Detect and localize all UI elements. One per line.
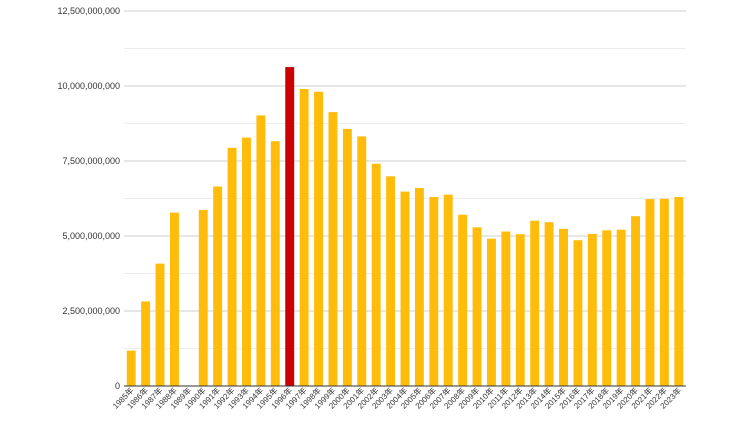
bar-2002年	[371, 163, 381, 386]
bar-2014年	[544, 222, 554, 386]
bar-2023年	[674, 197, 684, 386]
bar-2018年	[602, 230, 612, 386]
bar-2009年	[472, 227, 482, 386]
y-tick-label: 2,500,000,000	[62, 306, 120, 316]
bar-1986年	[141, 301, 151, 386]
bar-1999年	[328, 112, 338, 386]
bar-2013年	[530, 220, 540, 386]
bar-2003年	[386, 176, 396, 386]
bar-2015年	[559, 228, 568, 386]
bar-2016年	[573, 240, 583, 386]
x-axis-tick-labels: 1985年1986年1987年1988年1989年1990年1991年1992年…	[110, 385, 683, 410]
bar-1997年	[299, 89, 309, 386]
y-tick-label: 0	[115, 381, 120, 391]
bar-1985年	[126, 350, 136, 386]
bar-1994年	[256, 115, 266, 387]
y-tick-label: 10,000,000,000	[57, 81, 120, 91]
y-tick-label: 12,500,000,000	[57, 6, 120, 16]
bar-2010年	[486, 238, 496, 386]
bar-2001年	[357, 136, 367, 386]
bar-2017年	[587, 233, 597, 386]
y-tick-label: 5,000,000,000	[62, 231, 120, 241]
bar-2022年	[659, 198, 669, 386]
y-tick-label: 7,500,000,000	[62, 156, 120, 166]
bar-2012年	[515, 234, 525, 386]
bar-1990年	[198, 209, 208, 386]
bar-2019年	[616, 229, 626, 386]
bar-1988年	[169, 212, 179, 386]
bar-2007年	[443, 194, 453, 386]
bar-1993年	[242, 137, 251, 386]
bar-2004年	[400, 191, 410, 386]
bar-2000年	[342, 128, 352, 386]
y-axis-tick-labels: 0 2,500,000,000 5,000,000,000 7,500,000,000…	[57, 6, 120, 391]
bar-1995年	[270, 141, 280, 386]
bar-2011年	[501, 231, 511, 386]
bar-2006年	[429, 197, 439, 386]
bar-1996年	[285, 67, 295, 386]
bar-1992年	[227, 147, 237, 386]
bar-2020年	[631, 216, 641, 386]
bars	[126, 67, 684, 387]
bar-1991年	[213, 186, 223, 386]
bar-1998年	[314, 91, 323, 386]
bar-2021年	[645, 199, 655, 386]
bar-2005年	[414, 188, 424, 386]
bar-2008年	[458, 214, 468, 386]
bar-1987年	[155, 263, 165, 386]
